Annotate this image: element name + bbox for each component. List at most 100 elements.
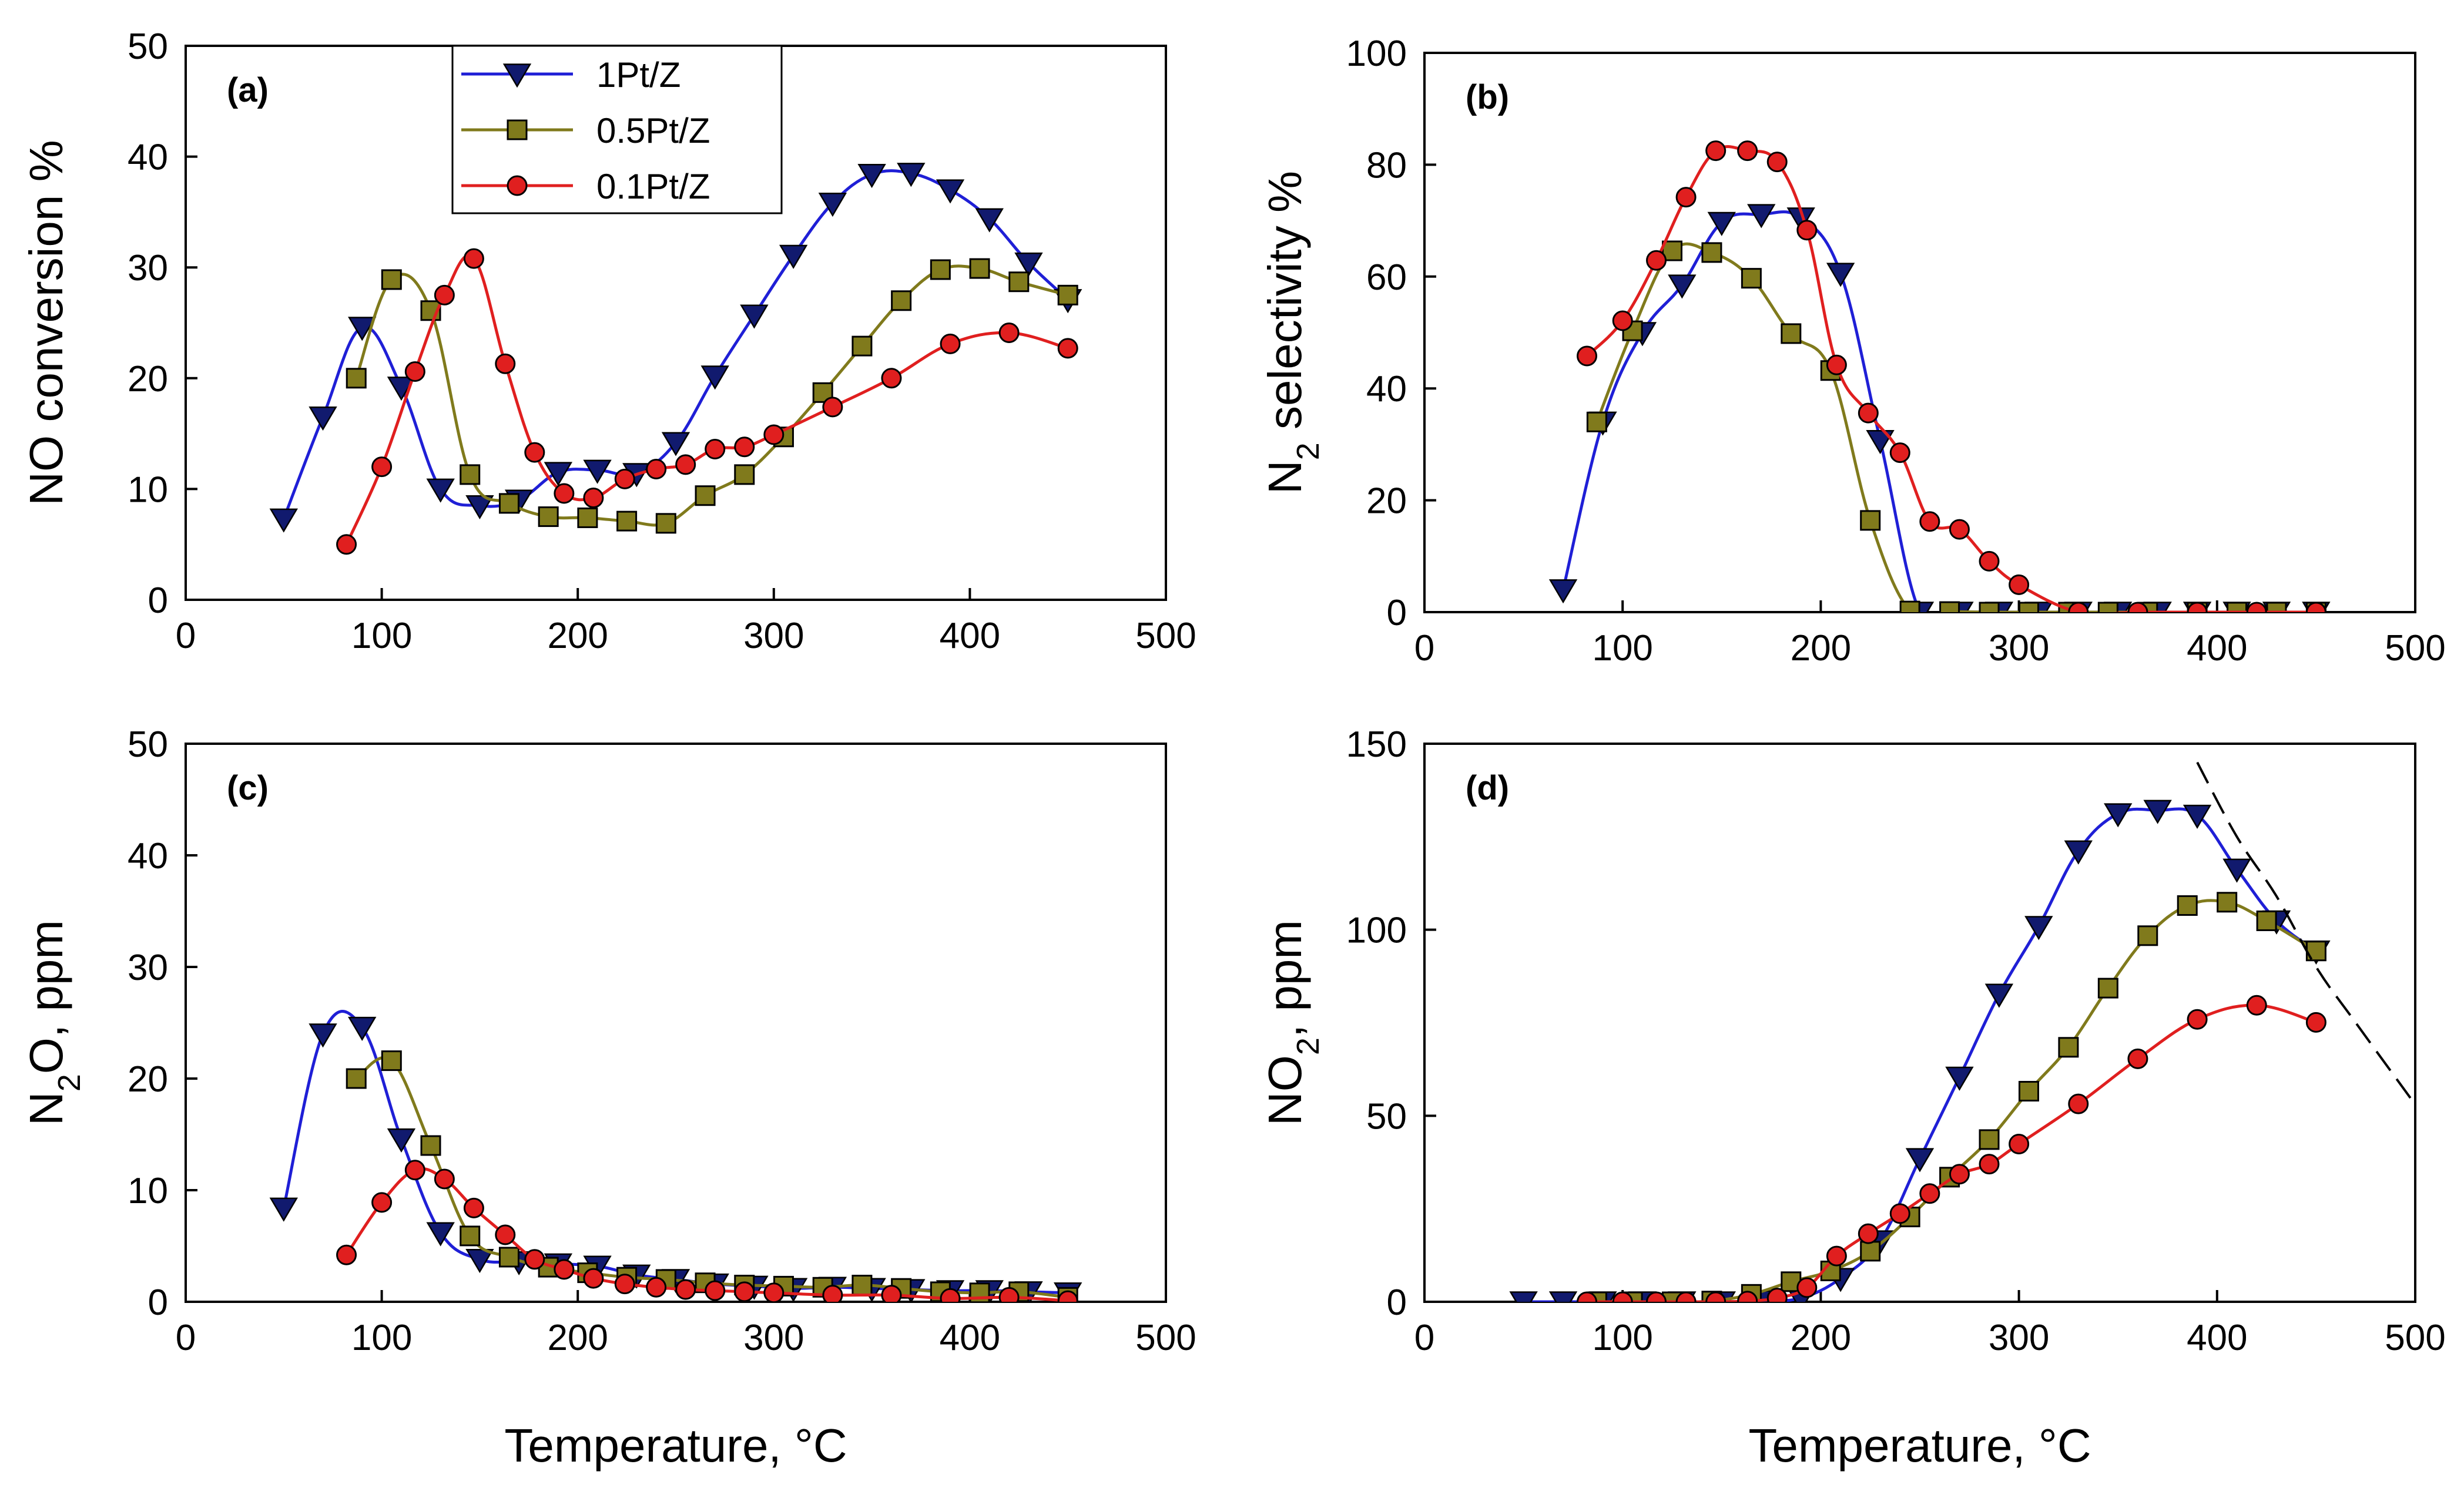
- series-line: [1595, 242, 2317, 612]
- legend-label: 0.1Pt/Z: [596, 167, 710, 206]
- data-point: [577, 507, 598, 528]
- x-tick-label: 300: [1989, 1318, 2049, 1358]
- y-axis-title: N2 selectivity %: [1259, 171, 1326, 494]
- data-point: [1826, 263, 1855, 287]
- data-point: [734, 436, 755, 458]
- data-point: [646, 1277, 667, 1298]
- data-point: [1612, 1291, 1633, 1302]
- panel-label: (c): [227, 769, 269, 807]
- data-point: [2018, 1081, 2039, 1102]
- legend-label: 1Pt/Z: [596, 55, 680, 95]
- data-point: [346, 368, 367, 389]
- data-point: [2068, 1093, 2089, 1114]
- data-point: [1577, 1291, 1597, 1302]
- legend-marker: [507, 119, 528, 140]
- data-point: [2305, 602, 2326, 612]
- x-tick-label: 200: [547, 1318, 608, 1358]
- data-point: [336, 1244, 357, 1265]
- data-point: [404, 1160, 425, 1181]
- y-tick-label: 0: [148, 1282, 168, 1323]
- data-point: [1548, 1291, 1578, 1302]
- x-tick-label: 500: [2385, 628, 2445, 669]
- data-point: [695, 485, 716, 506]
- data-point: [309, 407, 337, 431]
- data-point: [1548, 579, 1578, 604]
- data-point: [463, 248, 484, 269]
- data-point: [498, 493, 519, 514]
- data-point: [1701, 242, 1722, 263]
- plot-frame: [1423, 743, 2416, 1303]
- panel-label: (a): [227, 71, 269, 109]
- x-tick-label: 400: [940, 1318, 1000, 1358]
- data-point: [2064, 840, 2093, 865]
- data-point: [1646, 250, 1667, 271]
- data-point: [975, 208, 1004, 233]
- data-point: [2266, 602, 2287, 612]
- y-tick-label: 0: [1387, 1282, 1407, 1323]
- data-point: [465, 1249, 494, 1274]
- y-tick-label: 50: [128, 724, 168, 765]
- data-point: [269, 508, 298, 533]
- data-point: [371, 456, 393, 478]
- data-point: [2183, 804, 2212, 829]
- data-point: [2256, 910, 2277, 931]
- x-tick-label: 0: [176, 1318, 196, 1358]
- plot-frame: [1423, 52, 2416, 613]
- data-point: [851, 335, 873, 357]
- data-point: [1668, 274, 1697, 299]
- legend-marker: [507, 175, 528, 196]
- x-tick-label: 100: [1592, 1318, 1652, 1358]
- data-point: [940, 333, 961, 354]
- series-line: [1561, 210, 2317, 612]
- x-axis-title: Temperature, °C: [1748, 1419, 2091, 1472]
- data-point: [524, 442, 545, 463]
- y-tick-label: 150: [1346, 724, 1407, 765]
- data-point: [1858, 1223, 1879, 1244]
- x-tick-label: 200: [547, 616, 608, 656]
- x-tick-label: 300: [1989, 628, 2049, 669]
- series-line: [354, 264, 1068, 527]
- data-point: [675, 454, 696, 475]
- y-tick-label: 10: [128, 1171, 168, 1211]
- data-point: [940, 1288, 961, 1302]
- data-point: [1705, 140, 1727, 162]
- data-point: [1057, 338, 1078, 359]
- data-point: [463, 1197, 484, 1218]
- data-point: [763, 1282, 785, 1302]
- data-point: [348, 317, 377, 341]
- data-point: [495, 353, 516, 374]
- x-axis-title: Temperature, °C: [504, 1419, 847, 1472]
- data-point: [740, 304, 769, 329]
- y-tick-label: 40: [128, 137, 168, 178]
- data-point: [346, 1068, 367, 1089]
- data-point: [498, 1247, 519, 1268]
- y-tick-label: 40: [128, 836, 168, 876]
- y-axis-title-part: O, ppm: [20, 920, 72, 1074]
- data-point: [336, 534, 357, 555]
- dashed-reference-line: [2196, 761, 2416, 1106]
- data-point: [2217, 892, 2238, 913]
- data-point: [1826, 354, 1847, 375]
- x-tick-label: 300: [743, 1318, 804, 1358]
- legend-marker: [502, 63, 532, 88]
- x-tick-label: 500: [1135, 616, 1196, 656]
- data-point: [269, 1197, 298, 1222]
- data-point: [2068, 602, 2089, 612]
- y-axis-title: N2O, ppm: [20, 920, 87, 1126]
- panel-b: 0 100 200 300 400 500 0 20 40 60 80 100 (b) N2 select…: [1259, 33, 2446, 669]
- data-point: [1646, 1291, 1667, 1302]
- data-point: [554, 483, 575, 504]
- data-point: [1889, 1203, 1910, 1224]
- y-tick-label: 80: [1366, 145, 1407, 186]
- data-point: [1057, 1290, 1078, 1302]
- series-1ptz: [269, 163, 1082, 533]
- data-point: [1707, 211, 1736, 236]
- data-point: [2143, 800, 2172, 824]
- data-point: [348, 1016, 377, 1041]
- data-point: [851, 1275, 873, 1295]
- series-1ptz: [1548, 204, 2331, 612]
- y-tick-label: 50: [128, 26, 168, 67]
- y-tick-label: 60: [1366, 257, 1407, 298]
- data-point: [1860, 1241, 1881, 1262]
- series-line: [1587, 1003, 2317, 1302]
